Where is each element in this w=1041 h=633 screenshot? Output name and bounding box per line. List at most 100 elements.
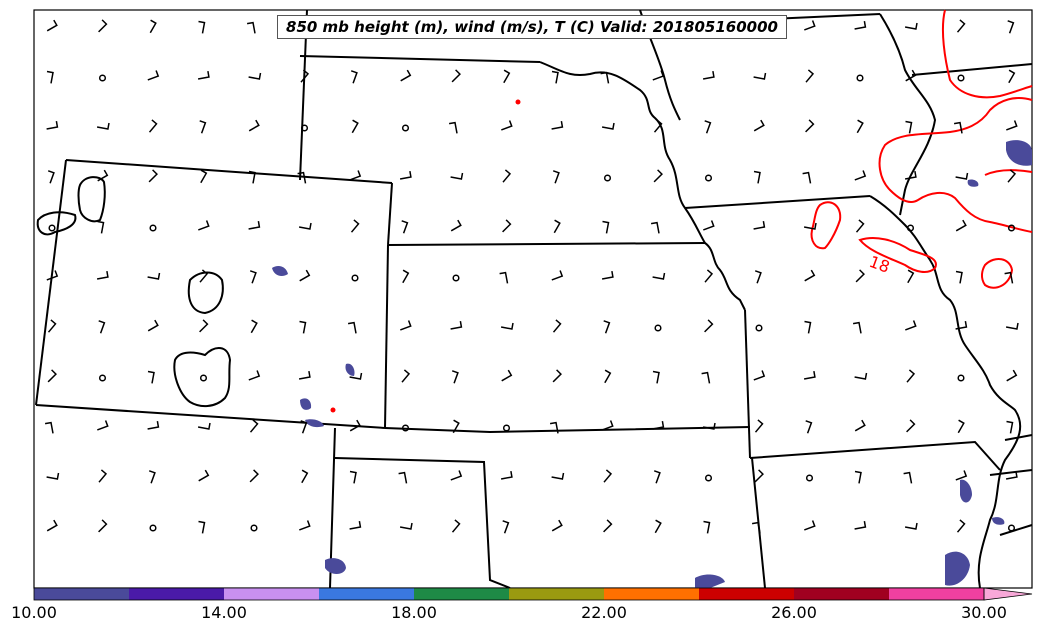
- wind-barb: [501, 120, 513, 131]
- wind-barb: [704, 269, 714, 283]
- colorbar-tick-label: 18.00: [391, 603, 437, 622]
- wind-barb: [249, 419, 259, 433]
- calm-wind-marker: [654, 324, 662, 332]
- colorbar-segment: [414, 588, 510, 600]
- wind-barb: [549, 421, 559, 434]
- calm-wind-marker: [250, 524, 258, 532]
- wind-barb: [602, 420, 614, 431]
- wind-barb: [147, 370, 155, 384]
- calm-wind-marker: [1007, 224, 1016, 232]
- wind-barb: [299, 520, 311, 531]
- colorbar-tick-label: 30.00: [961, 603, 1007, 622]
- temp-contour-se: [981, 258, 1014, 289]
- missouri-river-ks: [704, 242, 746, 311]
- wind-barb: [47, 369, 57, 383]
- wind-barb: [551, 70, 559, 84]
- wind-barb: [702, 70, 715, 80]
- colorbar-segment: [509, 588, 605, 600]
- precip-fills: [272, 140, 1032, 588]
- wind-barb: [754, 469, 764, 483]
- calm-wind-marker: [98, 74, 107, 82]
- wind-barb: [802, 171, 812, 184]
- colorbar-tick-label: 10.00: [11, 603, 57, 622]
- wind-barb: [199, 269, 209, 283]
- wind-barb: [402, 269, 410, 284]
- wind-barb: [351, 119, 359, 134]
- wind-barb: [955, 320, 968, 330]
- wind-barb: [753, 119, 765, 132]
- wind-barb: [198, 220, 210, 231]
- wind-barb: [398, 471, 408, 484]
- wind-barb: [907, 269, 915, 284]
- wind-barb: [96, 122, 110, 130]
- wind-barb: [600, 71, 610, 84]
- wind-barb: [703, 220, 715, 231]
- wind-barb: [98, 519, 108, 533]
- wind-barb: [349, 372, 363, 380]
- calm-wind-marker: [149, 524, 157, 532]
- wind-barb: [905, 320, 917, 331]
- precip-fill: [960, 479, 972, 503]
- wind-barb: [1006, 120, 1018, 131]
- colorbar-tick-label: 14.00: [201, 603, 247, 622]
- wind-barb: [298, 222, 312, 230]
- wind-barb: [805, 420, 813, 434]
- wind-barb: [704, 319, 714, 333]
- map-title: 850 mb height (m), wind (m/s), T (C) Val…: [277, 15, 787, 39]
- wind-barb: [804, 320, 812, 334]
- calm-wind-marker: [856, 74, 864, 82]
- wind-barb: [502, 520, 510, 534]
- kansas-missouri-border: [744, 309, 751, 459]
- wind-barb: [601, 270, 614, 280]
- wind-barb: [500, 470, 513, 480]
- kentucky-border: [1004, 434, 1033, 441]
- wind-barb: [804, 520, 816, 531]
- wind-barb: [551, 472, 565, 480]
- colorbar-tick-label: 26.00: [771, 603, 817, 622]
- precip-fill: [345, 363, 355, 376]
- precip-fill: [325, 558, 346, 574]
- precip-fill: [967, 179, 979, 187]
- wind-barb: [46, 472, 60, 480]
- wind-barb: [905, 120, 913, 134]
- wind-barb: [754, 270, 762, 284]
- wind-barb: [753, 370, 766, 381]
- calm-wind-marker: [755, 324, 763, 332]
- wind-barb: [248, 119, 260, 132]
- height-contours: [36, 176, 232, 408]
- colorbar-segment: [224, 588, 320, 600]
- wind-barb: [652, 420, 665, 430]
- wind-barb: [401, 369, 411, 383]
- wind-barbs: [44, 19, 1019, 534]
- colorbar-segment: [699, 588, 795, 600]
- wind-barb: [401, 220, 409, 234]
- wind-barb: [653, 169, 663, 183]
- wind-barb: [147, 319, 159, 332]
- wind-barb: [654, 519, 662, 534]
- precip-fill: [992, 517, 1005, 525]
- wind-barb: [500, 322, 514, 330]
- wind-barb: [503, 69, 511, 84]
- calm-wind-marker: [603, 174, 612, 182]
- nebraska-south-border: [299, 55, 541, 63]
- wind-barb: [957, 419, 965, 434]
- colorbar-segment: [319, 588, 415, 600]
- wind-barb: [703, 520, 711, 534]
- wind-barb: [855, 269, 865, 283]
- wyoming-colorado-border: [65, 159, 393, 184]
- missouri-arkansas-border: [749, 440, 1001, 471]
- wind-barb: [349, 170, 362, 181]
- wind-barb: [955, 270, 963, 284]
- wind-barb: [249, 469, 259, 483]
- wind-barb: [650, 221, 660, 234]
- kansas-oklahoma-border: [384, 426, 751, 434]
- wind-barb: [300, 420, 308, 434]
- precip-fill: [300, 398, 312, 410]
- wind-barb: [856, 119, 864, 134]
- wind-barb: [399, 170, 412, 180]
- wind-barb: [1008, 69, 1016, 84]
- wind-barb: [248, 220, 261, 230]
- wind-barb: [301, 469, 309, 484]
- wind-barb: [904, 170, 917, 180]
